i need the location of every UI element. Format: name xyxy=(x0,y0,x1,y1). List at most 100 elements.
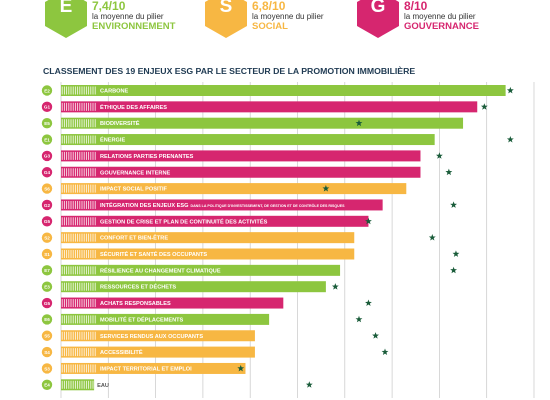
bar xyxy=(61,248,355,260)
bar xyxy=(61,134,435,146)
bar-label: EAU xyxy=(97,383,109,389)
pillar-badge xyxy=(41,379,53,390)
star-marker xyxy=(237,364,245,372)
bar xyxy=(61,281,326,293)
bar-label: ACHATS RESPONSABLES xyxy=(100,301,171,307)
star-marker xyxy=(365,299,372,306)
bar-label: INTÉGRATION DES ENJEUX ESG DANS LA POLITI… xyxy=(100,201,345,209)
bar xyxy=(61,297,284,309)
pillar-letter: G xyxy=(370,0,386,17)
pillar-badge xyxy=(41,134,53,145)
bar xyxy=(61,346,255,358)
star-marker xyxy=(445,168,453,176)
pillar-badge xyxy=(41,199,53,211)
bar-label: CONFORT ET BIEN-ÊTRE xyxy=(100,234,168,242)
badge-code: E1 xyxy=(44,137,50,142)
bar-label: BIODIVERSITÉ xyxy=(100,119,140,127)
bar-label: RÉSILIENCE AU CHANGEMENT CLIMATIQUE xyxy=(100,266,221,274)
badge-code: E2 xyxy=(44,88,50,93)
pillar-score: 6,8/10 xyxy=(252,0,286,13)
bar xyxy=(61,330,255,342)
star-marker xyxy=(331,283,339,290)
badge-code: E4 xyxy=(44,383,50,388)
pillar-badge xyxy=(41,216,53,227)
badge-code: G5 xyxy=(44,301,51,306)
bar-label: GESTION DE CRISE ET PLAN DE CONTINUITÉ D… xyxy=(100,217,268,225)
star-marker xyxy=(435,152,443,159)
star-marker xyxy=(305,381,313,388)
star-marker xyxy=(480,103,488,110)
badge-code: S5 xyxy=(44,334,50,339)
bar xyxy=(61,85,506,96)
pillar-badge xyxy=(41,183,53,194)
pillar-badge xyxy=(41,248,53,260)
pillar-letter: E xyxy=(59,0,73,17)
bar xyxy=(61,150,421,162)
star-marker xyxy=(355,315,363,323)
star-marker xyxy=(365,217,372,225)
pillar-description: la moyenne du pilier xyxy=(92,12,164,21)
star-marker xyxy=(452,250,460,257)
star-marker xyxy=(381,348,389,356)
star-marker xyxy=(450,201,458,208)
pillar-badge xyxy=(41,101,53,113)
bar-label: ACCESSIBILITÉ xyxy=(100,348,143,356)
bar-label: IMPACT SOCIAL POSITIF xyxy=(100,187,168,193)
bar-label: SÉCURITÉ ET SANTÉ DES OCCUPANTS xyxy=(100,250,207,258)
pillar-badge xyxy=(41,363,53,374)
pillar-badge xyxy=(41,232,53,243)
pillar-description: la moyenne du pilier xyxy=(252,12,324,21)
pillar-description: la moyenne du pilier xyxy=(404,12,476,21)
badge-code: G4 xyxy=(44,170,51,175)
pillar-badge xyxy=(41,330,53,341)
badge-code: G3 xyxy=(44,154,51,159)
pillar-badge xyxy=(41,150,53,162)
bar-label: ÉTHIQUE DES AFFAIRES xyxy=(100,103,167,111)
bar-label: RELATIONS PARTIES PRENANTES xyxy=(100,154,194,160)
bar xyxy=(61,166,421,178)
bar xyxy=(61,362,246,374)
star-marker xyxy=(506,135,514,143)
star-marker xyxy=(450,266,458,274)
star-marker xyxy=(428,234,436,241)
bar xyxy=(61,232,355,244)
pillar-badge xyxy=(41,281,53,292)
bar xyxy=(61,199,383,211)
pillar-badge xyxy=(41,118,53,129)
badge-code: S1 xyxy=(44,252,50,257)
bar xyxy=(61,101,478,113)
bar-label: CARBONE xyxy=(100,89,129,95)
badge-code: E6 xyxy=(44,317,50,322)
pillar-badge xyxy=(41,346,53,358)
pillar-badge xyxy=(41,265,53,276)
bar-label: SERVICES RENDUS AUX OCCUPANTS xyxy=(100,334,203,340)
bar-label: ÉNERGIE xyxy=(100,136,125,144)
badge-code: S6 xyxy=(44,186,50,191)
pillar-badge xyxy=(41,314,53,325)
badge-code: E5 xyxy=(44,121,50,126)
hexagon-s-icon xyxy=(205,0,247,38)
pillar-score: 7,4/10 xyxy=(92,0,126,13)
pillar-name: ENVIRONNEMENT xyxy=(92,21,176,32)
pillar-badge xyxy=(41,297,53,309)
badge-code: E7 xyxy=(44,268,50,273)
badge-code: S4 xyxy=(44,350,50,355)
pillar-badge xyxy=(41,167,53,178)
badge-code: E3 xyxy=(44,285,50,290)
pillar-name: SOCIAL xyxy=(252,21,288,32)
star-marker xyxy=(355,119,363,127)
badge-code: G5 xyxy=(44,219,51,224)
bar xyxy=(61,215,369,227)
bar xyxy=(61,117,464,129)
star-marker xyxy=(322,185,330,192)
chart-title: CLASSEMENT DES 19 ENJEUX ESG PAR LE SECT… xyxy=(43,66,416,76)
bar xyxy=(61,183,407,195)
bar-label: GOUVERNANCE INTERNE xyxy=(100,170,171,176)
badge-code: S2 xyxy=(44,235,50,240)
pillar-score: 8/10 xyxy=(404,0,428,13)
pillar-letter: S xyxy=(219,0,233,17)
bar xyxy=(61,313,270,325)
star-marker xyxy=(372,332,379,339)
bar-label: RESSOURCES ET DÉCHETS xyxy=(100,283,176,291)
hexagon-e-icon xyxy=(45,0,87,38)
